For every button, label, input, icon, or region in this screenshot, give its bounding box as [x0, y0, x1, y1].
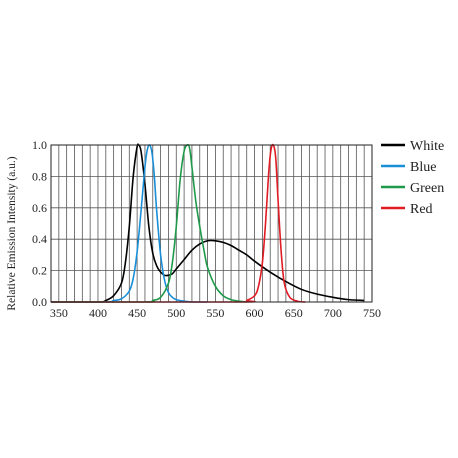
y-tick-label: 0.0 [32, 295, 47, 309]
y-tick-label: 1.0 [32, 138, 47, 152]
series-line-blue [51, 144, 208, 303]
spectrum-curves [51, 143, 365, 303]
plot-frame [50, 144, 373, 303]
x-tick-label: 350 [50, 306, 68, 320]
x-tick-label: 700 [324, 306, 342, 320]
legend-label-white: White [410, 139, 444, 154]
legend-label-green: Green [410, 181, 444, 196]
x-tick-label: 500 [167, 306, 185, 320]
y-axis-title: Relative Emission Intensity (a.u.) [6, 156, 18, 310]
y-tick-label: 0.2 [32, 264, 47, 278]
x-tick-label: 650 [285, 306, 303, 320]
series-line-white [51, 143, 365, 303]
y-tick-label: 0.6 [32, 201, 47, 215]
x-tick-label: 550 [206, 306, 224, 320]
y-tick-label: 0.4 [32, 232, 47, 246]
x-tick-label: 600 [246, 306, 264, 320]
y-tick-labels: 0.0 0.2 0.4 0.6 0.8 1.0 [32, 138, 47, 309]
y-tick-label: 0.8 [32, 169, 47, 183]
series-line-red [51, 143, 306, 303]
x-tick-labels: 350 400 450 500 550 600 650 700 750 [50, 306, 381, 320]
x-tick-label: 400 [89, 306, 107, 320]
legend-label-blue: Blue [410, 160, 436, 175]
x-tick-label: 750 [363, 306, 381, 320]
legend-label-red: Red [410, 202, 433, 217]
legend: White Blue Green Red [381, 139, 444, 217]
series-line-green [51, 143, 247, 303]
x-tick-label: 450 [128, 306, 146, 320]
